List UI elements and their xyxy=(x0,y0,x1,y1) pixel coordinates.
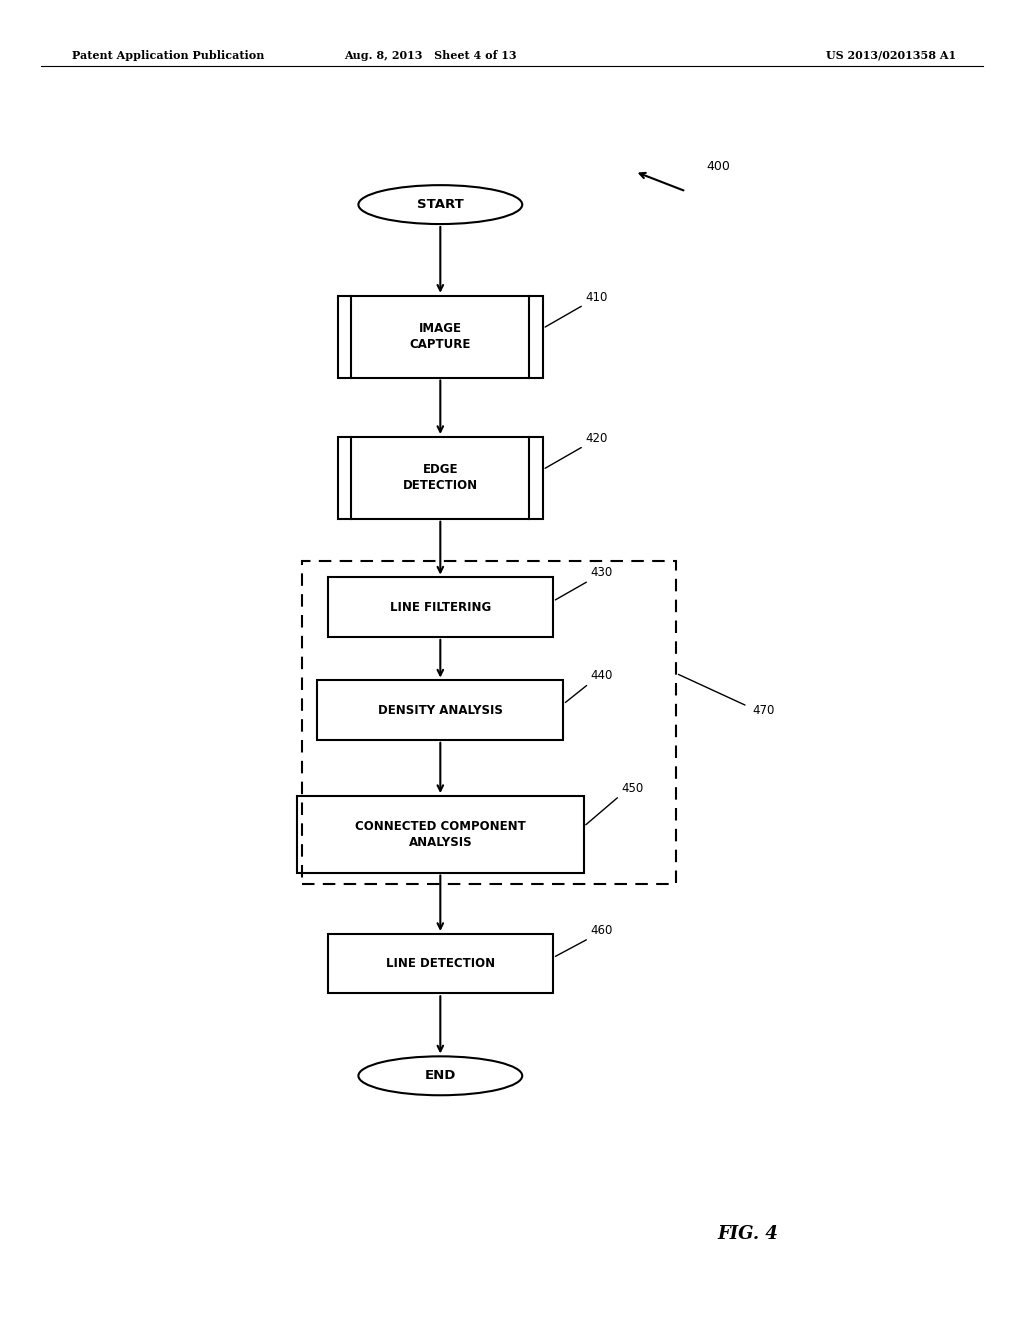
Text: START: START xyxy=(417,198,464,211)
Bar xyxy=(297,796,584,873)
Bar xyxy=(338,437,543,519)
Text: 470: 470 xyxy=(753,704,775,717)
Text: CONNECTED COMPONENT
ANALYSIS: CONNECTED COMPONENT ANALYSIS xyxy=(355,820,525,849)
Bar xyxy=(338,296,543,378)
Text: FIG. 4: FIG. 4 xyxy=(717,1225,778,1243)
Text: EDGE
DETECTION: EDGE DETECTION xyxy=(402,463,478,492)
Bar xyxy=(328,935,553,993)
Text: 420: 420 xyxy=(586,432,608,445)
Text: Patent Application Publication: Patent Application Publication xyxy=(72,50,264,61)
Text: LINE DETECTION: LINE DETECTION xyxy=(386,957,495,970)
Text: Aug. 8, 2013   Sheet 4 of 13: Aug. 8, 2013 Sheet 4 of 13 xyxy=(344,50,516,61)
Text: END: END xyxy=(425,1069,456,1082)
Text: 400: 400 xyxy=(707,160,730,173)
Text: DENSITY ANALYSIS: DENSITY ANALYSIS xyxy=(378,704,503,717)
Text: 440: 440 xyxy=(591,669,613,682)
Text: LINE FILTERING: LINE FILTERING xyxy=(390,601,490,614)
Bar xyxy=(302,561,676,884)
Text: 450: 450 xyxy=(622,781,644,795)
Bar xyxy=(328,577,553,636)
Text: 410: 410 xyxy=(586,290,608,304)
Text: 430: 430 xyxy=(591,566,613,579)
Text: 460: 460 xyxy=(591,924,613,937)
Text: IMAGE
CAPTURE: IMAGE CAPTURE xyxy=(410,322,471,351)
Text: US 2013/0201358 A1: US 2013/0201358 A1 xyxy=(825,50,956,61)
Bar xyxy=(317,681,563,739)
